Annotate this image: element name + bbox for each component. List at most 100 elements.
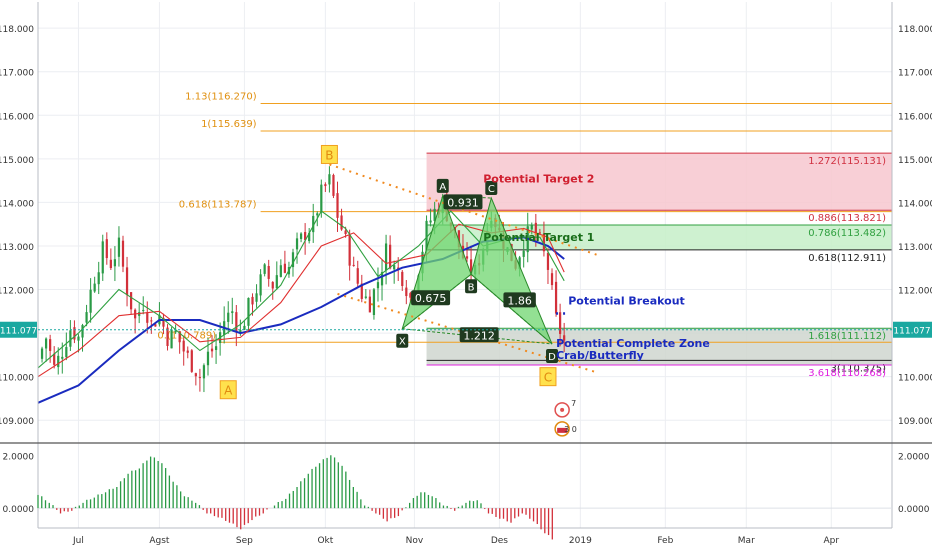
candle-body — [44, 338, 48, 349]
osc-tick-left: 0.0000 — [3, 505, 35, 515]
point-label: B — [468, 282, 475, 293]
fib-label: 1.618(111.112) — [808, 331, 886, 342]
ratio-box — [503, 292, 536, 308]
zone-rect — [426, 328, 892, 365]
current-price-left: 111.077 — [0, 327, 37, 337]
candle-body — [93, 283, 96, 292]
date-tick: Feb — [657, 536, 673, 546]
candle-body — [231, 311, 234, 314]
candle-body — [384, 243, 388, 271]
candle-body — [324, 184, 327, 187]
candle-body — [186, 350, 189, 353]
ratio-label: 0.931 — [447, 196, 479, 209]
candle-body — [457, 230, 461, 248]
candle-body — [65, 347, 68, 358]
candle-body — [312, 215, 315, 233]
abc-box — [320, 144, 338, 164]
event-ring — [554, 402, 570, 418]
candle-body — [154, 324, 157, 327]
candle-body — [259, 274, 262, 296]
candle-body — [85, 312, 88, 323]
moving-average-line — [37, 223, 565, 378]
point-label-box — [485, 181, 498, 196]
candle-body — [182, 340, 185, 352]
point-label: D — [548, 352, 556, 363]
candle-body — [267, 266, 270, 279]
candle-body — [251, 296, 254, 305]
candle-body — [57, 355, 60, 368]
candle-body — [255, 293, 258, 302]
candle-body — [409, 293, 412, 298]
ratio-box — [459, 327, 499, 343]
zone-label: Potential Target 2 — [483, 172, 594, 185]
candle-body — [117, 237, 121, 257]
candle-body — [49, 339, 52, 351]
candle-body — [364, 296, 367, 298]
candle-body — [563, 335, 566, 341]
candle-body — [105, 239, 108, 259]
candle-body — [279, 265, 282, 277]
event-count: 3 0 — [564, 425, 577, 434]
point-label-box — [546, 348, 559, 363]
fib-label: 0.886(113.821) — [808, 213, 886, 224]
point-label: C — [488, 184, 495, 195]
candle-body — [239, 329, 242, 334]
candle-body — [340, 215, 343, 230]
candle-body — [89, 289, 92, 313]
candle-body — [376, 282, 380, 289]
price-tick-right: 118.000 — [898, 25, 932, 35]
candle-body — [559, 312, 562, 334]
candle-body — [332, 174, 335, 196]
candle-body — [69, 330, 72, 347]
date-tick: Des — [491, 536, 508, 546]
event-dot — [560, 407, 565, 412]
annotations: Potential Target 2 Potential Target 1 Pote… — [483, 172, 710, 437]
price-tick-right: 114.000 — [898, 199, 932, 209]
candle-body — [380, 272, 384, 286]
candle-body — [401, 271, 404, 286]
date-tick: Agst — [149, 536, 170, 546]
abc-box — [539, 367, 557, 387]
current-price-badge-right — [893, 321, 932, 338]
price-tick-right: 116.000 — [898, 112, 932, 122]
candle-body — [263, 264, 266, 274]
price-tick-right: 110.000 — [898, 374, 932, 384]
candle-body — [522, 250, 525, 257]
candle-body — [425, 220, 428, 251]
candle-body — [190, 350, 193, 372]
date-tick: Nov — [406, 536, 424, 546]
annotation-label: Crab/Butterfly — [556, 349, 644, 362]
candle-body — [542, 233, 546, 252]
fib-label: 1(115.639) — [201, 119, 257, 130]
price-tick-right: 115.000 — [898, 156, 932, 166]
candle-body — [109, 259, 112, 269]
candle-body — [299, 233, 303, 239]
candle-body — [320, 184, 323, 213]
candle-body — [61, 356, 64, 359]
candle-body — [538, 232, 541, 234]
date-tick: Sep — [236, 536, 253, 546]
candle-body — [77, 336, 80, 341]
candle-body — [393, 265, 396, 270]
candle-body — [344, 230, 347, 234]
date-tick: Okt — [317, 536, 333, 546]
fib-label: 0.786(113.482) — [808, 228, 886, 239]
candle-body — [530, 224, 533, 230]
candle-body — [433, 208, 436, 221]
candle-body — [174, 330, 177, 333]
candle-body — [214, 346, 218, 351]
price-tick-left: 118.000 — [0, 25, 34, 35]
point-label-box — [436, 178, 449, 193]
candle-body — [304, 232, 307, 241]
candle-body — [247, 297, 250, 326]
ratio-line — [442, 195, 492, 199]
candle-body — [360, 283, 363, 299]
candle-body — [534, 222, 537, 235]
candle-body — [316, 213, 319, 216]
candle-body — [271, 282, 274, 289]
candle-body — [81, 325, 84, 338]
zone-label: Potential Target 1 — [483, 231, 594, 244]
candle-body — [328, 174, 331, 185]
ratio-line — [470, 273, 553, 345]
